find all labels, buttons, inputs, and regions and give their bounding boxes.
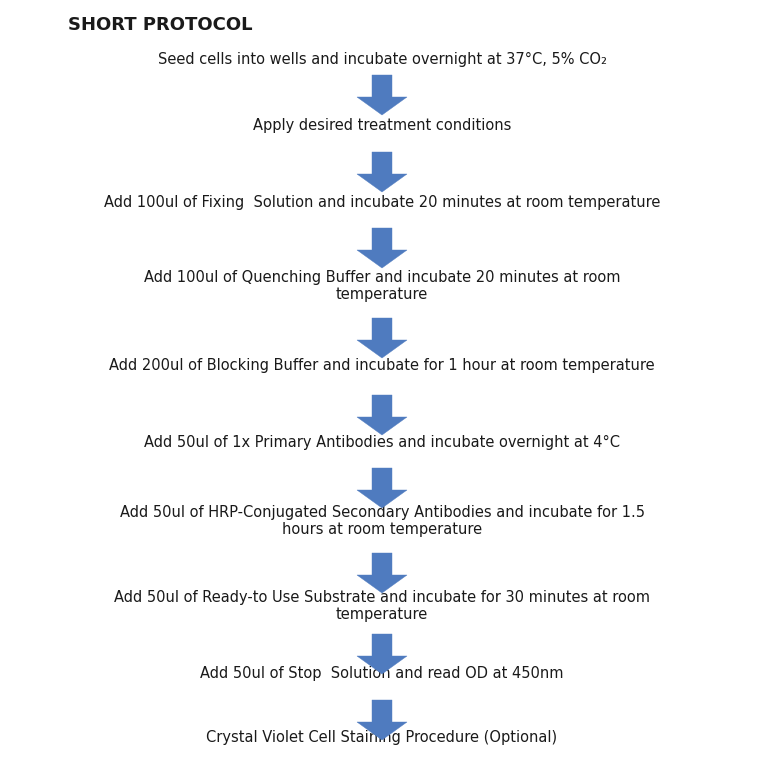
Text: Add 50ul of Stop  Solution and read OD at 450nm: Add 50ul of Stop Solution and read OD at… [200,666,564,681]
Text: Add 50ul of 1x Primary Antibodies and incubate overnight at 4°C: Add 50ul of 1x Primary Antibodies and in… [144,435,620,450]
Polygon shape [357,634,407,674]
Text: Add 50ul of HRP-Conjugated Secondary Antibodies and incubate for 1.5
hours at ro: Add 50ul of HRP-Conjugated Secondary Ant… [119,505,645,537]
Polygon shape [357,318,407,358]
Polygon shape [357,700,407,740]
Text: Add 100ul of Quenching Buffer and incubate 20 minutes at room
temperature: Add 100ul of Quenching Buffer and incuba… [144,270,620,303]
Text: Apply des​ired treatment conditions: Apply des​ired treatment conditions [253,118,511,133]
Polygon shape [357,75,407,115]
Text: Add 200ul of Blocking Buffer and incubate for 1 hour at room temperature: Add 200ul of Blocking Buffer and incubat… [109,358,655,373]
Text: Add 50ul of Ready-to Use Substrate and incubate for 30 minutes at room
temperatu: Add 50ul of Ready-to Use Substrate and i… [114,590,650,623]
Text: SHORT PROTOCOL: SHORT PROTOCOL [68,16,252,34]
Text: Seed cells into wells and incubate overnight at 37°C, 5% CO₂: Seed cells into wells and incubate overn… [157,52,607,67]
Polygon shape [357,553,407,593]
Polygon shape [357,468,407,508]
Polygon shape [357,395,407,435]
Text: Add 100ul of Fixing  Solution and incubate 20 minutes at room temperature: Add 100ul of Fixing Solution and incubat… [104,195,660,210]
Text: Crystal Violet Cell Staining Procedure (Optional): Crystal Violet Cell Staining Procedure (… [206,730,558,745]
Polygon shape [357,228,407,268]
Polygon shape [357,152,407,192]
